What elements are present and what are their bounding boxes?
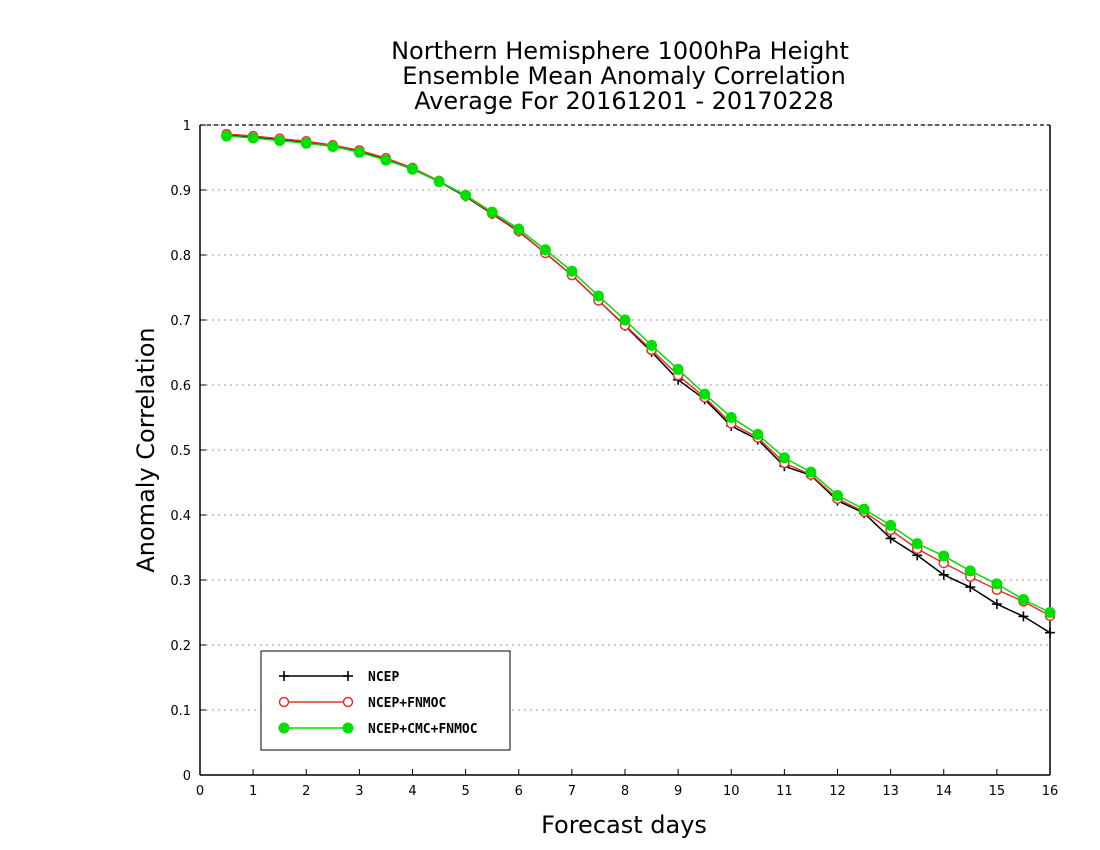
x-axis-title: Forecast days bbox=[541, 811, 707, 839]
x-tick-label-15: 15 bbox=[989, 784, 1006, 799]
y-axis-title: Anomaly Correlation bbox=[132, 327, 160, 572]
x-tick-label-7: 7 bbox=[568, 784, 576, 799]
point-2-1 bbox=[247, 132, 259, 144]
point-2-25 bbox=[885, 519, 897, 531]
title-line-3: Average For 20161201 - 20170228 bbox=[414, 87, 834, 115]
legend-entry-2: NCEP+CMC+FNMOC bbox=[278, 722, 478, 737]
point-2-2 bbox=[274, 135, 286, 147]
point-2-19 bbox=[725, 412, 737, 423]
y-tick-label-2: 0.2 bbox=[170, 639, 191, 654]
legend-entry-0: NCEP bbox=[279, 670, 399, 685]
point-2-10 bbox=[486, 206, 498, 218]
series-0 bbox=[221, 130, 1055, 638]
point-0-27 bbox=[938, 569, 949, 580]
legend-label-2: NCEP+CMC+FNMOC bbox=[368, 722, 478, 737]
gridlines bbox=[200, 124, 1050, 711]
point-2-0 bbox=[221, 130, 233, 142]
x-axis-ticks: 0 1 2 3 4 5 6 7 8 9 10 11 12 13 14 15 16 bbox=[196, 769, 1058, 799]
point-2-27 bbox=[938, 550, 950, 562]
point-0-31 bbox=[1045, 627, 1055, 638]
point-2-9 bbox=[460, 189, 472, 201]
point-0-28 bbox=[965, 582, 976, 593]
point-2-8 bbox=[433, 176, 445, 188]
y-tick-label-5: 0.5 bbox=[170, 444, 191, 459]
point-2-31 bbox=[1044, 607, 1056, 618]
series-1 bbox=[221, 128, 1056, 621]
point-2-5 bbox=[353, 146, 365, 158]
x-tick-label-12: 12 bbox=[829, 784, 846, 799]
point-2-14 bbox=[592, 290, 604, 302]
point-2-22 bbox=[805, 466, 817, 478]
y-axis-ticks: 0 0.1 0.2 0.3 0.4 0.5 0.6 0.7 0.8 0.9 1 bbox=[170, 119, 206, 784]
point-2-6 bbox=[380, 154, 392, 166]
x-tick-label-11: 11 bbox=[776, 784, 793, 799]
y-tick-label-9: 0.9 bbox=[170, 184, 191, 199]
y-tick-label-1: 0.1 bbox=[170, 704, 191, 719]
point-2-21 bbox=[778, 452, 790, 464]
point-2-20 bbox=[752, 428, 764, 440]
legend-label-0: NCEP bbox=[368, 670, 399, 685]
data-series bbox=[221, 128, 1056, 638]
x-tick-label-1: 1 bbox=[249, 784, 257, 799]
point-2-17 bbox=[672, 363, 684, 375]
legend: NCEP NCEP+FNMOC NCEP+CMC+FNMOC bbox=[260, 650, 511, 751]
x-tick-label-5: 5 bbox=[461, 784, 469, 799]
legend-label-1: NCEP+FNMOC bbox=[368, 696, 446, 711]
title-line-2: Ensemble Mean Anomaly Correlation bbox=[402, 62, 846, 90]
x-tick-label-6: 6 bbox=[515, 784, 523, 799]
point-2-12 bbox=[539, 244, 551, 256]
point-2-26 bbox=[911, 538, 923, 550]
y-tick-label-6: 0.6 bbox=[170, 379, 191, 394]
point-0-29 bbox=[991, 599, 1002, 610]
x-tick-label-16: 16 bbox=[1042, 784, 1059, 799]
series-line-1 bbox=[226, 133, 1051, 617]
legend-marker-left-2 bbox=[278, 722, 290, 734]
x-tick-label-9: 9 bbox=[674, 784, 682, 799]
legend-marker-right-0 bbox=[343, 671, 353, 681]
point-2-16 bbox=[646, 339, 658, 351]
point-2-18 bbox=[699, 388, 711, 400]
y-tick-label-7: 0.7 bbox=[170, 314, 191, 329]
point-2-15 bbox=[619, 314, 631, 326]
x-tick-label-4: 4 bbox=[408, 784, 416, 799]
point-2-30 bbox=[1017, 594, 1029, 605]
point-2-11 bbox=[513, 223, 525, 235]
point-2-3 bbox=[300, 137, 312, 149]
point-2-24 bbox=[858, 503, 870, 515]
title-line-1: Northern Hemisphere 1000hPa Height bbox=[391, 37, 849, 65]
series-2 bbox=[221, 130, 1056, 618]
series-line-2 bbox=[226, 135, 1051, 614]
y-tick-label-0: 0 bbox=[183, 769, 191, 784]
chart-title: Northern Hemisphere 1000hPa Height Ensem… bbox=[391, 37, 849, 115]
point-0-30 bbox=[1018, 611, 1029, 622]
x-tick-label-3: 3 bbox=[355, 784, 363, 799]
legend-marker-right-2 bbox=[342, 722, 354, 734]
point-2-4 bbox=[327, 140, 339, 152]
x-tick-label-0: 0 bbox=[196, 784, 204, 799]
series-line-0 bbox=[226, 134, 1051, 634]
legend-marker-right-1 bbox=[342, 696, 354, 708]
point-2-23 bbox=[832, 490, 843, 501]
y-tick-label-3: 0.3 bbox=[170, 574, 191, 589]
point-2-13 bbox=[566, 265, 578, 277]
legend-entry-1: NCEP+FNMOC bbox=[278, 696, 446, 711]
x-tick-label-2: 2 bbox=[302, 784, 310, 799]
x-tick-label-13: 13 bbox=[882, 784, 899, 799]
y-tick-label-8: 0.8 bbox=[170, 249, 191, 264]
point-2-29 bbox=[991, 578, 1003, 590]
legend-marker-left-0 bbox=[279, 671, 289, 681]
legend-box bbox=[260, 650, 511, 751]
x-tick-label-10: 10 bbox=[723, 784, 740, 799]
y-tick-label-4: 0.4 bbox=[170, 509, 191, 524]
x-tick-label-8: 8 bbox=[621, 784, 629, 799]
point-2-7 bbox=[407, 163, 418, 175]
legend-marker-left-1 bbox=[278, 696, 290, 708]
x-tick-label-14: 14 bbox=[935, 784, 952, 799]
point-2-28 bbox=[964, 565, 976, 577]
y-tick-label-10: 1 bbox=[183, 119, 191, 134]
